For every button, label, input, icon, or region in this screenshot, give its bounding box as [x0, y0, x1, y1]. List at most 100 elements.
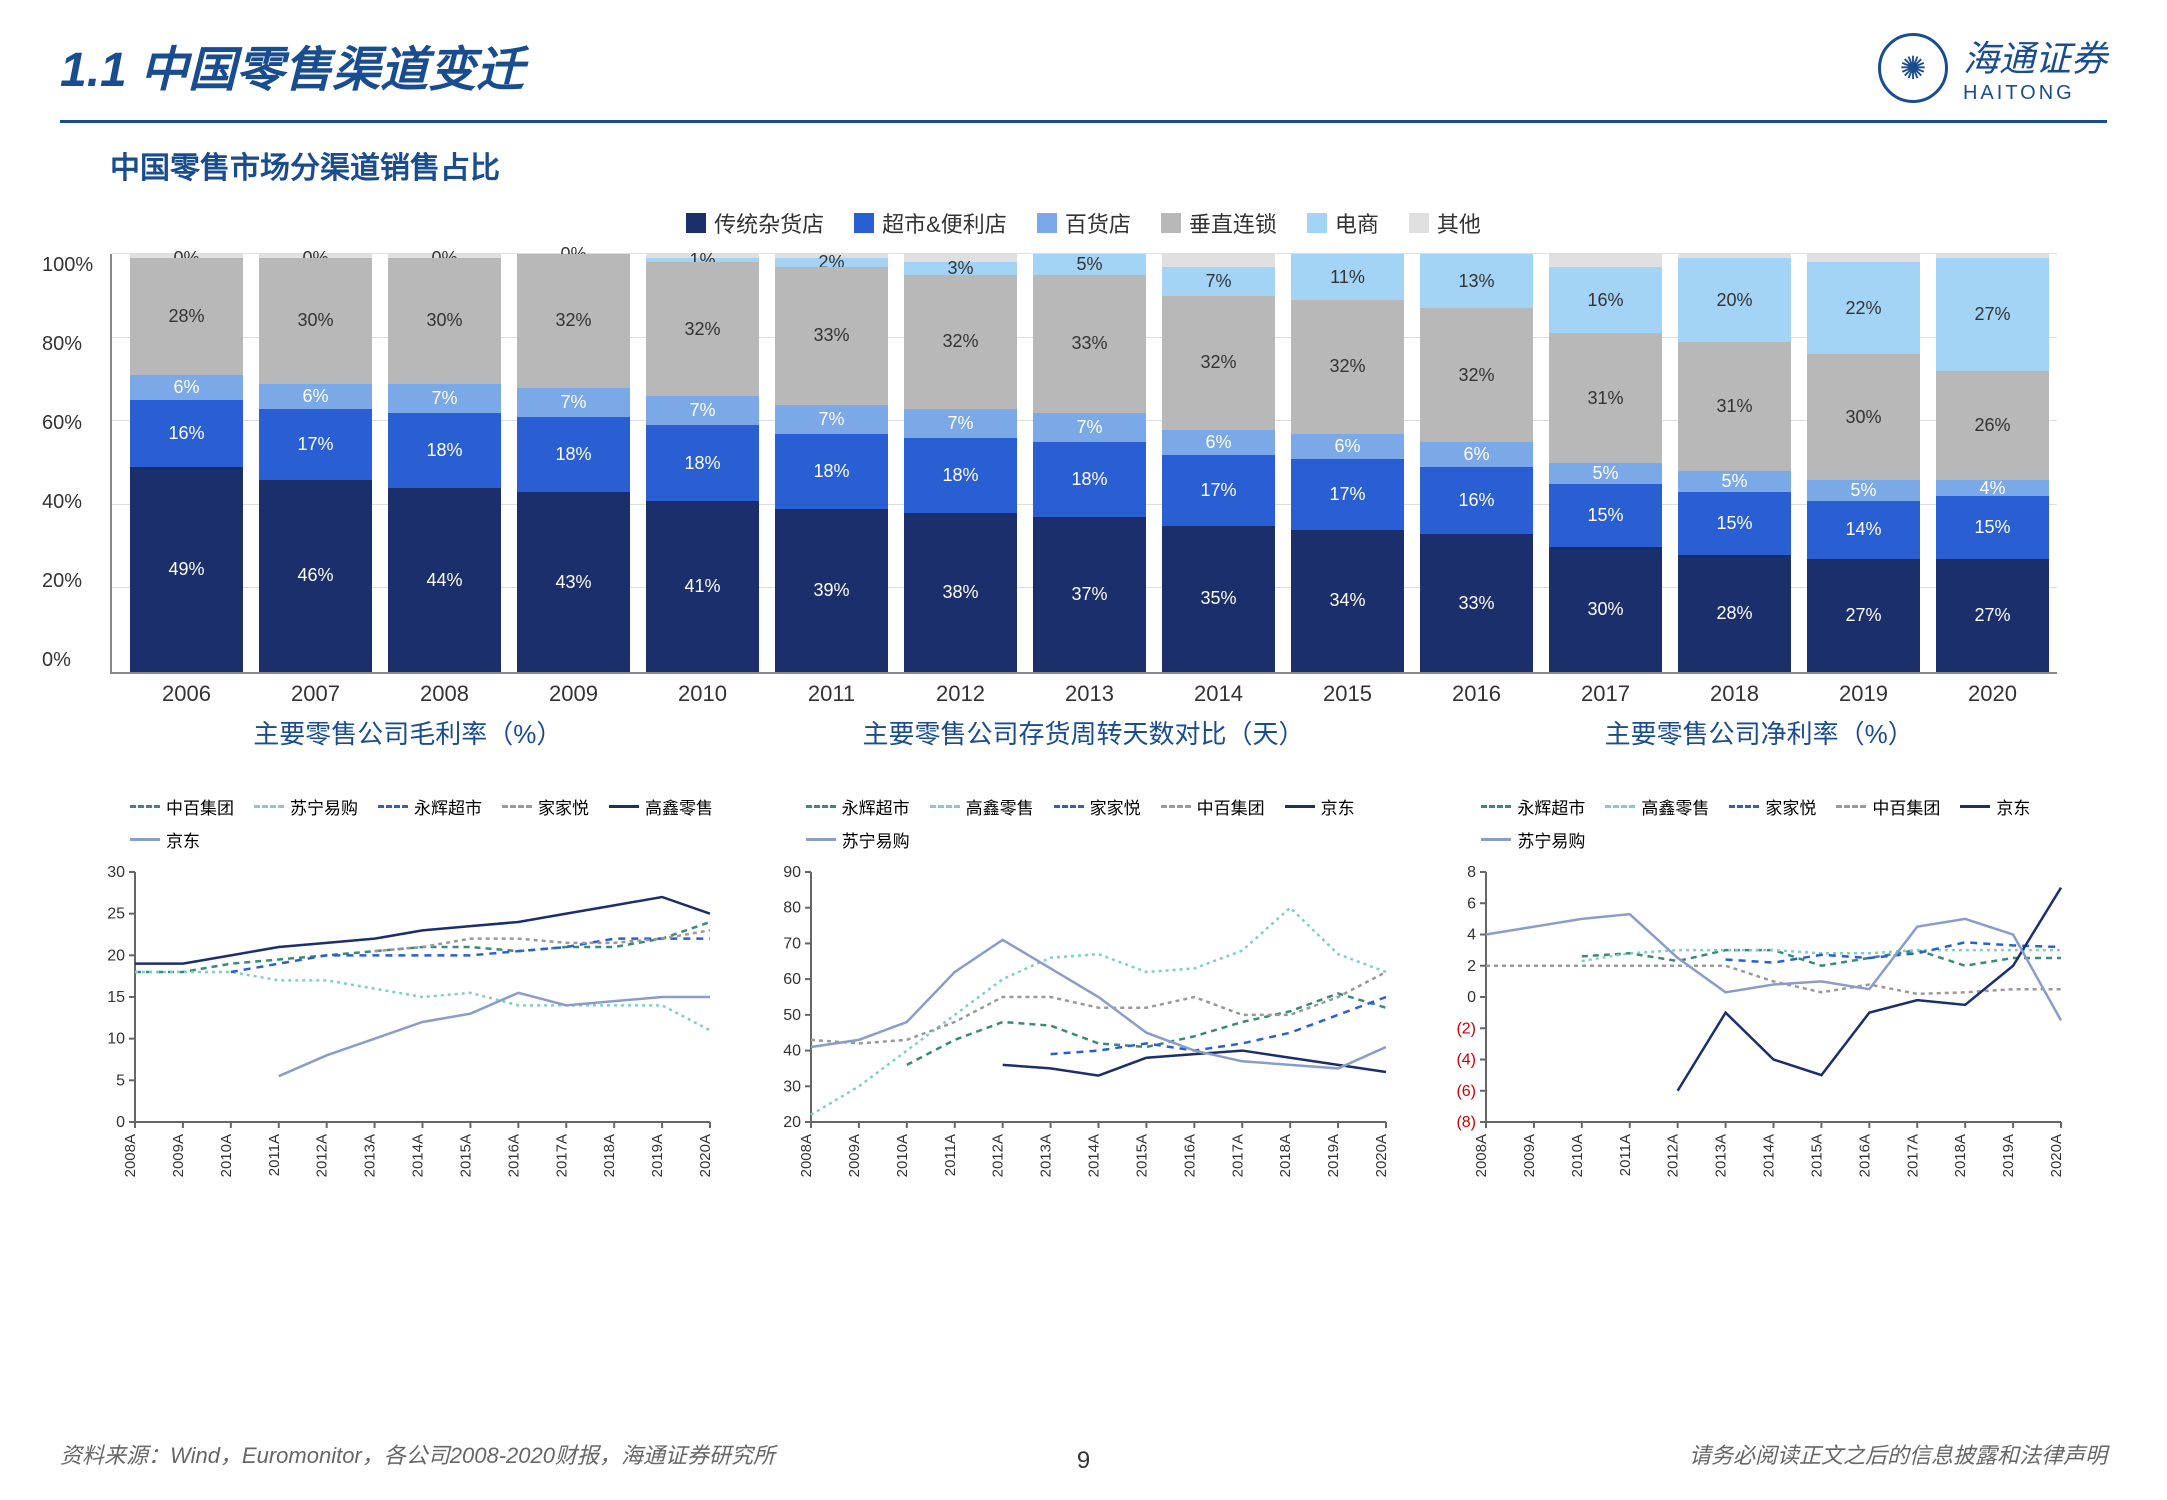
svg-text:2015A: 2015A: [1133, 1134, 1150, 1177]
bar-segment: 26%: [1936, 371, 2049, 480]
x-label: 2009: [517, 681, 630, 707]
svg-text:2014A: 2014A: [1761, 1134, 1778, 1177]
bar-segment: 32%: [1291, 300, 1404, 434]
svg-text:80: 80: [783, 900, 801, 917]
bar-column: 0%30%7%18%44%2008: [388, 254, 501, 672]
svg-text:20: 20: [783, 1114, 801, 1131]
svg-text:30: 30: [107, 864, 125, 881]
x-label: 2006: [130, 681, 243, 707]
line-chart-title: 主要零售公司毛利率（%）: [80, 714, 736, 784]
svg-text:2019A: 2019A: [2000, 1134, 2017, 1177]
bar-column: 0%32%7%18%43%2009: [517, 254, 630, 672]
bar-segment: 3%: [904, 262, 1017, 275]
page-title: 1.1 中国零售渠道变迁: [60, 30, 524, 100]
svg-text:70: 70: [783, 935, 801, 952]
bar-segment: 6%: [1291, 434, 1404, 459]
y-axis: 100%80%60%40%20%0%: [42, 254, 93, 672]
bar-segment: 11%: [1291, 254, 1404, 300]
bars-area: 100%80%60%40%20%0% 0%28%6%16%49%20060%30…: [110, 254, 2057, 674]
bar-segment: 20%: [1678, 258, 1791, 342]
line-legend: 中百集团苏宁易购永辉超市家家悦高鑫零售京东: [80, 794, 736, 862]
bar-segment: 30%: [1549, 547, 1662, 672]
bar-segment: 17%: [259, 409, 372, 480]
x-label: 2018: [1678, 681, 1791, 707]
x-label: 2012: [904, 681, 1017, 707]
svg-text:30: 30: [783, 1078, 801, 1095]
svg-text:2016A: 2016A: [1857, 1134, 1874, 1177]
bar-segment: 2%: [775, 258, 888, 266]
bar-segment: 7%: [388, 384, 501, 413]
bar-segment: 16%: [1420, 467, 1533, 534]
bar-segment: 30%: [259, 258, 372, 383]
bar-segment: 18%: [388, 413, 501, 488]
bar-segment: [1162, 254, 1275, 267]
line-chart: 主要零售公司存货周转天数对比（天） 永辉超市高鑫零售家家悦中百集团京东苏宁易购 20…: [756, 714, 1412, 1202]
svg-text:8: 8: [1467, 864, 1476, 881]
bar-column: 3%32%7%18%38%2012: [904, 254, 1017, 672]
svg-text:60: 60: [783, 971, 801, 988]
svg-text:10: 10: [107, 1031, 125, 1048]
svg-text:2015A: 2015A: [1809, 1134, 1826, 1177]
svg-text:2012A: 2012A: [1665, 1134, 1682, 1177]
svg-text:2020A: 2020A: [1373, 1134, 1390, 1177]
bar-segment: 27%: [1936, 258, 2049, 371]
bar-segment: 7%: [1162, 267, 1275, 296]
bar-segment: 5%: [1033, 254, 1146, 275]
bar-segment: 7%: [775, 405, 888, 434]
line-chart-title: 主要零售公司存货周转天数对比（天）: [756, 714, 1412, 784]
bar-segment: 32%: [904, 275, 1017, 409]
bar-segment: 27%: [1807, 559, 1920, 672]
svg-text:2014A: 2014A: [1085, 1134, 1102, 1177]
line-chart-title: 主要零售公司净利率（%）: [1431, 714, 2087, 784]
bar-segment: [1549, 254, 1662, 267]
svg-text:2008A: 2008A: [1473, 1134, 1490, 1177]
bar-segment: 7%: [1033, 413, 1146, 442]
bar-segment: 16%: [1549, 267, 1662, 334]
bar-column: 0%28%6%16%49%2006: [130, 254, 243, 672]
bar-segment: 18%: [517, 417, 630, 492]
x-label: 2013: [1033, 681, 1146, 707]
svg-text:2: 2: [1467, 958, 1476, 975]
svg-text:2016A: 2016A: [505, 1134, 522, 1177]
bar-segment: 17%: [1291, 459, 1404, 530]
svg-text:2009A: 2009A: [846, 1134, 863, 1177]
svg-text:2019A: 2019A: [1325, 1134, 1342, 1177]
svg-text:2014A: 2014A: [410, 1134, 427, 1177]
bar-segment: 18%: [1033, 442, 1146, 517]
x-label: 2017: [1549, 681, 1662, 707]
legend-item: 传统杂货店: [686, 207, 824, 239]
bar-segment: 38%: [904, 513, 1017, 672]
bar-segment: 32%: [1420, 308, 1533, 442]
x-label: 2015: [1291, 681, 1404, 707]
bar-segment: 31%: [1549, 333, 1662, 463]
bar-segment: 27%: [1936, 559, 2049, 672]
haitong-logo-icon: ✺: [1878, 33, 1948, 103]
legend-item: 垂直连锁: [1161, 207, 1277, 239]
x-label: 2010: [646, 681, 759, 707]
bar-segment: 4%: [1936, 480, 2049, 497]
bar-segment: 14%: [1807, 501, 1920, 560]
bar-segment: 6%: [259, 384, 372, 409]
bar-column: 5%33%7%18%37%2013: [1033, 254, 1146, 672]
line-chart: 主要零售公司净利率（%）永辉超市高鑫零售家家悦中百集团京东苏宁易购(8)(6)(…: [1431, 714, 2087, 1202]
svg-text:2011A: 2011A: [941, 1134, 958, 1176]
bar-segment: 31%: [1678, 342, 1791, 472]
header: 1.1 中国零售渠道变迁 ✺ 海通证券 HAITONG: [60, 30, 2107, 123]
bar-segment: 17%: [1162, 455, 1275, 526]
stacked-chart-title: 中国零售市场分渠道销售占比: [110, 143, 2107, 187]
bar-column: 2%33%7%18%39%2011: [775, 254, 888, 672]
bar-segment: 6%: [1420, 442, 1533, 467]
svg-text:2017A: 2017A: [553, 1134, 570, 1177]
bar-segment: 32%: [646, 262, 759, 396]
line-legend: 永辉超市高鑫零售家家悦中百集团京东苏宁易购: [756, 794, 1412, 862]
svg-text:(2): (2): [1457, 1020, 1477, 1037]
svg-text:6: 6: [1467, 895, 1476, 912]
svg-text:2015A: 2015A: [457, 1134, 474, 1177]
stacked-legend: 传统杂货店超市&便利店百货店垂直连锁电商其他: [110, 207, 2057, 239]
logo: ✺ 海通证券 HAITONG: [1878, 30, 2107, 105]
svg-text:4: 4: [1467, 927, 1476, 944]
svg-text:20: 20: [107, 947, 125, 964]
bar-segment: 15%: [1678, 492, 1791, 555]
svg-text:(8): (8): [1457, 1114, 1477, 1131]
legend-item: 超市&便利店: [854, 207, 1007, 239]
